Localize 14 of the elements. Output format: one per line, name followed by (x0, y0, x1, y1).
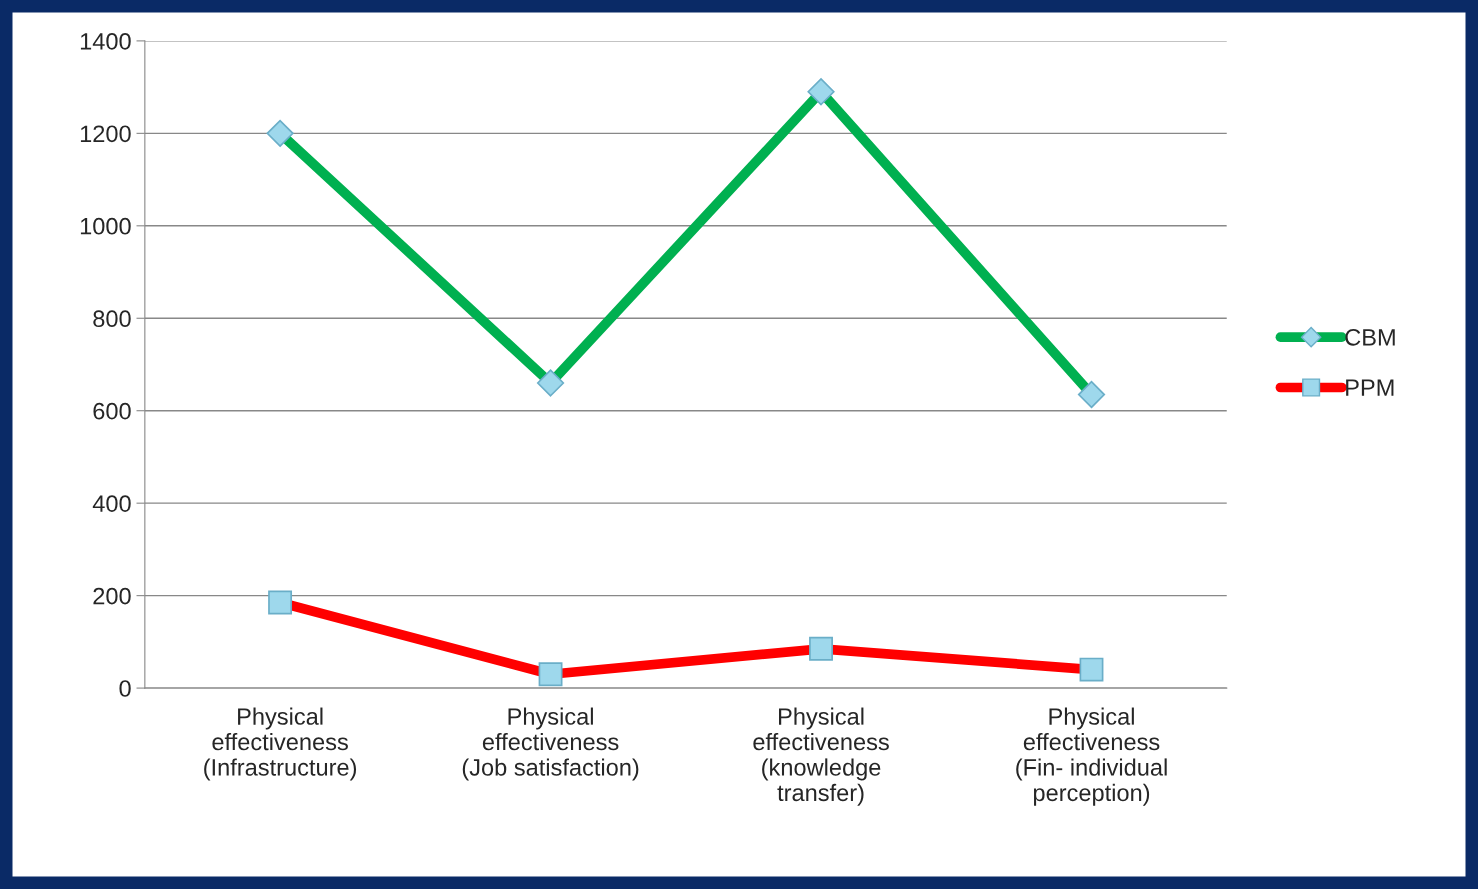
x-tick-label: Physical effectiveness (knowledge transfer) (753, 707, 889, 806)
y-tick-label: 1000 (80, 217, 131, 235)
y-tick-label: 800 (93, 310, 131, 328)
y-tick-label: 600 (93, 402, 131, 420)
y-tick-label: 200 (93, 587, 131, 605)
y-tick-label: 400 (92, 495, 131, 512)
x-tick-label: Physical effectiveness (Infrastructure) (204, 707, 357, 781)
y-tick-label: 0 (119, 680, 131, 697)
x-tick-label: Physical effectiveness (Job satisfaction) (462, 707, 639, 781)
y-tick-label: 1400 (80, 32, 131, 50)
legend-label: CBM (1345, 328, 1395, 346)
y-tick-label: 1200 (80, 125, 131, 143)
legend-label: PPM (1346, 379, 1394, 396)
x-tick-label: Physical effectiveness (Fin- individual perception) (1016, 707, 1167, 806)
